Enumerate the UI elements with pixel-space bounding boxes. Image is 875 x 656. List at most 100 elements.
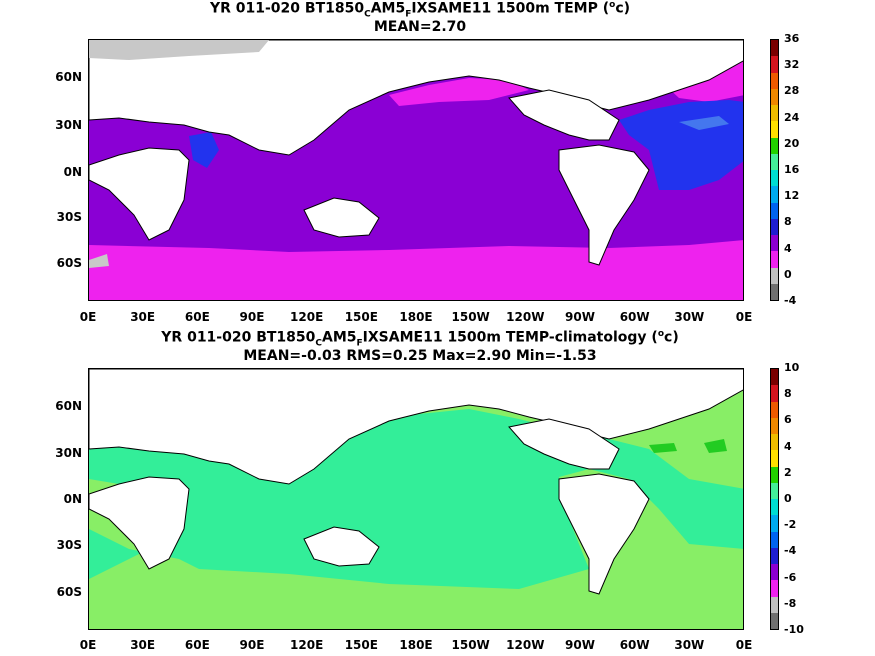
colorbar-swatch-9 — [771, 515, 778, 532]
panel1-arabian-blue — [189, 132, 219, 168]
panel1-map — [88, 39, 744, 301]
colorbar-label-3: 24 — [784, 110, 800, 124]
panel2-map-svg — [89, 369, 743, 629]
colorbar-label-7: 8 — [784, 215, 792, 229]
colorbar-swatch-3 — [771, 417, 778, 434]
colorbar-label-4: 20 — [784, 136, 800, 150]
lon-label-9: 90W — [565, 310, 595, 324]
colorbar-swatch-15 — [771, 283, 778, 300]
lon-label-3: 90E — [239, 638, 265, 652]
colorbar-swatch-1 — [771, 56, 778, 73]
colorbar-swatch-7 — [771, 482, 778, 499]
colorbar-swatch-11 — [771, 218, 778, 235]
lon-label-0: 0E — [79, 310, 97, 324]
colorbar-label-9: -8 — [784, 596, 797, 610]
colorbar-swatch-14 — [771, 596, 778, 613]
colorbar-label-9: 0 — [784, 267, 792, 281]
p2-lat-30n: 30N — [55, 446, 82, 460]
panel2-title: YR 011-020 BT1850CAM5FIXSAME11 1500m TEM… — [161, 329, 679, 349]
colorbar-swatch-12 — [771, 564, 778, 581]
colorbar-swatch-15 — [771, 612, 778, 629]
colorbar-swatch-7 — [771, 153, 778, 170]
panel1-land — [89, 40, 743, 266]
colorbar-swatch-9 — [771, 186, 778, 203]
lon-label-2: 60E — [184, 310, 210, 324]
colorbar-swatch-4 — [771, 434, 778, 451]
colorbar-label-1: 8 — [784, 387, 792, 401]
lon-label-9: 90W — [565, 638, 595, 652]
colorbar-swatch-12 — [771, 235, 778, 252]
lon-label-3: 90E — [239, 310, 265, 324]
colorbar-swatch-8 — [771, 499, 778, 516]
colorbar-swatch-10 — [771, 531, 778, 548]
lon-label-7: 150W — [451, 638, 490, 652]
colorbar-swatch-13 — [771, 580, 778, 597]
panel2-patch-2 — [704, 439, 727, 453]
p1-lat-30n: 30N — [55, 118, 82, 132]
panel1-arctic-ice — [89, 40, 269, 60]
lon-label-12: 0E — [735, 310, 753, 324]
p2-lat-60s: 60S — [56, 585, 82, 599]
panel2-colorbar — [770, 368, 779, 630]
p1-lat-30s: 30S — [56, 210, 82, 224]
lon-label-5: 150E — [344, 638, 378, 652]
panel1-colorbar — [770, 39, 779, 301]
colorbar-swatch-2 — [771, 401, 778, 418]
colorbar-label-3: 4 — [784, 439, 792, 453]
colorbar-label-8: -6 — [784, 570, 797, 584]
p2-lat-30s: 30S — [56, 538, 82, 552]
colorbar-label-7: -4 — [784, 544, 797, 558]
colorbar-swatch-6 — [771, 466, 778, 483]
colorbar-label-8: 4 — [784, 241, 792, 255]
lon-label-5: 150E — [344, 310, 378, 324]
lon-label-6: 180E — [399, 638, 433, 652]
colorbar-label-5: 16 — [784, 163, 800, 176]
colorbar-swatch-0 — [771, 40, 778, 57]
panel1-map-svg — [89, 40, 743, 300]
colorbar-label-6: 12 — [784, 189, 800, 203]
lon-label-8: 120W — [506, 638, 545, 652]
p1-lat-60n: 60N — [55, 70, 82, 84]
lon-label-2: 60E — [184, 638, 210, 652]
colorbar-swatch-3 — [771, 88, 778, 105]
lon-label-11: 30W — [674, 310, 705, 324]
lon-label-1: 30E — [130, 638, 156, 652]
lon-label-4: 120E — [290, 310, 324, 324]
panel2-map — [88, 368, 744, 630]
colorbar-swatch-8 — [771, 170, 778, 187]
p2-lat-60n: 60N — [55, 399, 82, 413]
lon-label-12: 0E — [735, 638, 753, 652]
colorbar-label-5: 0 — [784, 492, 792, 505]
colorbar-label-2: 6 — [784, 413, 792, 427]
colorbar-swatch-5 — [771, 121, 778, 138]
colorbar-swatch-11 — [771, 547, 778, 564]
lon-label-4: 120E — [290, 638, 324, 652]
colorbar-swatch-0 — [771, 369, 778, 386]
panel2-land — [89, 369, 743, 595]
lon-label-7: 150W — [451, 310, 490, 324]
panel1-npacific-band — [389, 78, 529, 106]
panel1-subtitle: MEAN=2.70 — [373, 19, 467, 35]
colorbar-label-0: 10 — [784, 361, 800, 374]
colorbar-label-4: 2 — [784, 465, 792, 479]
panel2-patch — [649, 443, 677, 453]
colorbar-swatch-2 — [771, 72, 778, 89]
colorbar-label-10: -4 — [784, 294, 797, 307]
colorbar-swatch-4 — [771, 105, 778, 122]
lon-label-1: 30E — [130, 310, 156, 324]
colorbar-label-10: -10 — [784, 623, 804, 636]
colorbar-swatch-1 — [771, 385, 778, 402]
colorbar-swatch-14 — [771, 267, 778, 284]
lon-label-6: 180E — [399, 310, 433, 324]
colorbar-label-6: -2 — [784, 518, 797, 532]
panel1-southern-band — [89, 240, 743, 300]
lon-label-10: 60W — [619, 310, 650, 324]
p2-lat-0n: 0N — [63, 492, 82, 506]
colorbar-label-0: 36 — [784, 32, 800, 45]
lon-label-0: 0E — [79, 638, 97, 652]
panel2-subtitle: MEAN=-0.03 RMS=0.25 Max=2.90 Min=-1.53 — [243, 348, 597, 364]
colorbar-swatch-10 — [771, 202, 778, 219]
colorbar-swatch-5 — [771, 450, 778, 467]
colorbar-label-2: 28 — [784, 84, 800, 98]
lon-label-8: 120W — [506, 310, 545, 324]
